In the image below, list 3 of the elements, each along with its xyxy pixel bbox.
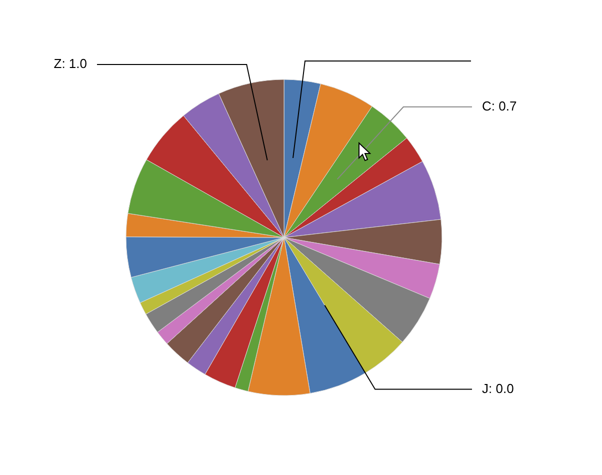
data-label: Z: 1.0 bbox=[54, 56, 87, 72]
data-label: C: 0.7 bbox=[482, 98, 517, 114]
text: J: 0.0 bbox=[482, 380, 514, 396]
